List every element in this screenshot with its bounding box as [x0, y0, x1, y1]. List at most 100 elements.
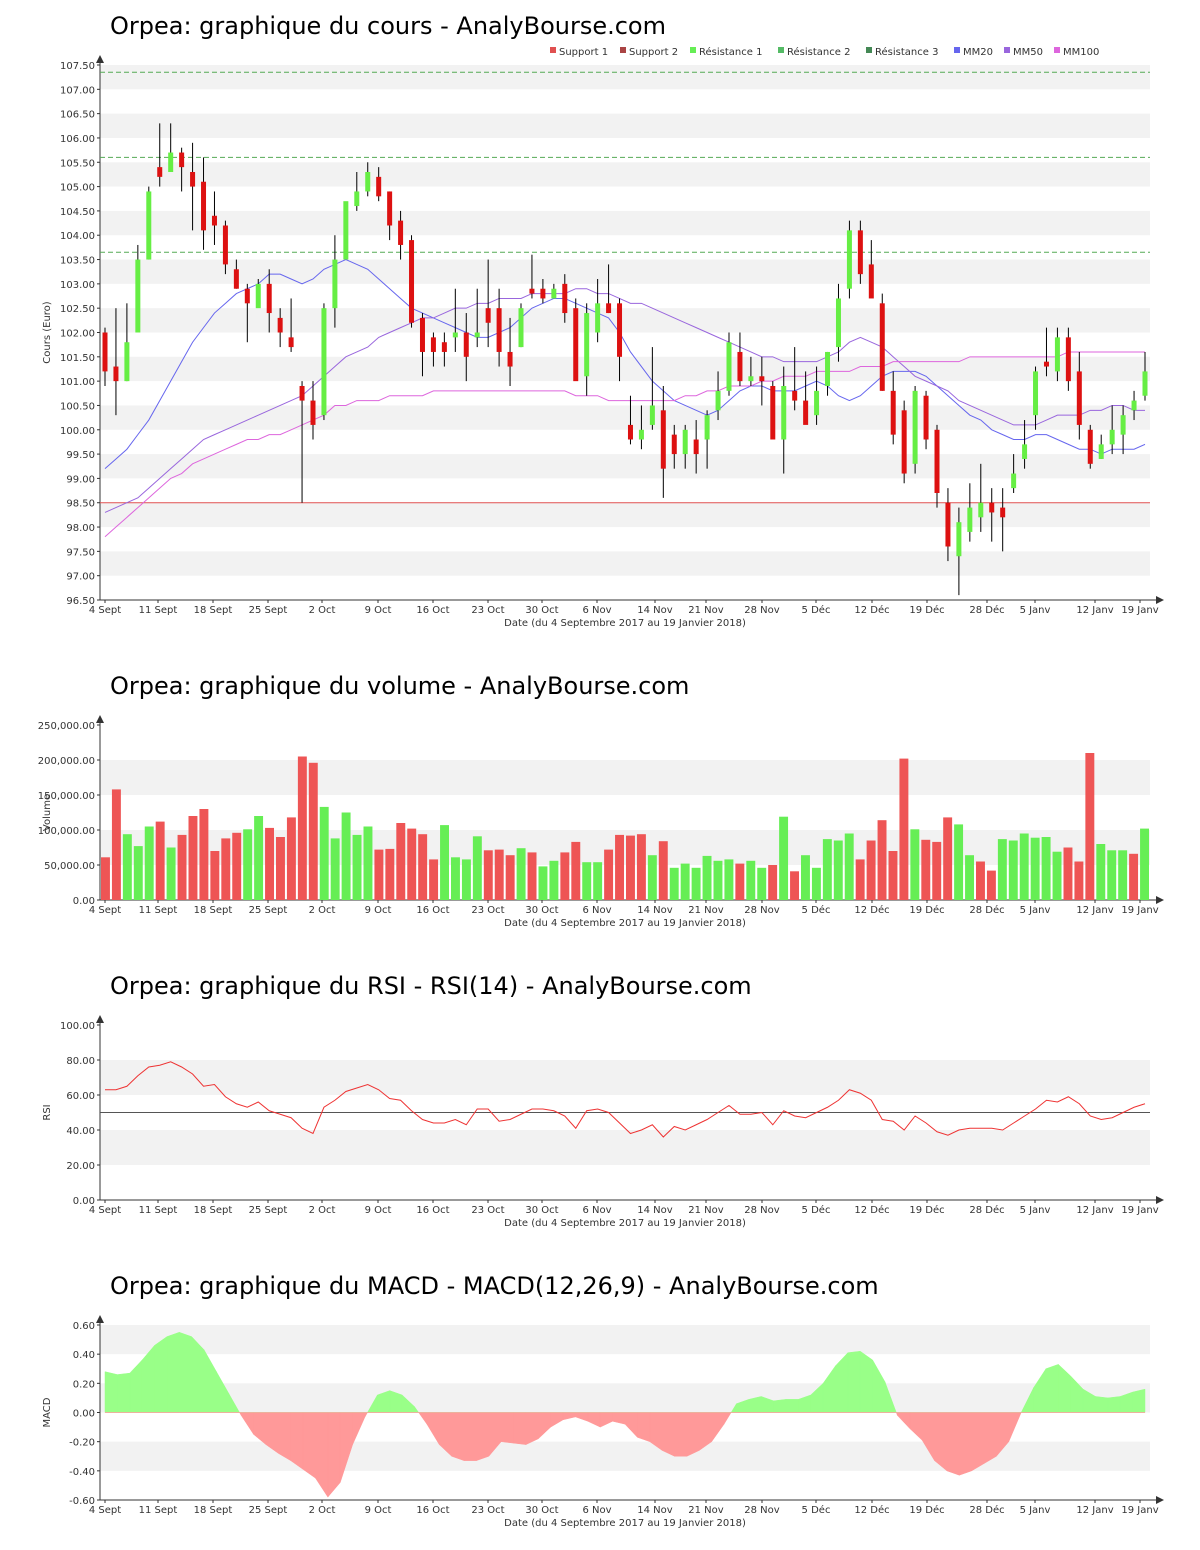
- volume-bar: [199, 809, 209, 900]
- grid-band: [100, 830, 1150, 865]
- legend-swatch: [866, 47, 872, 53]
- volume-bar: [330, 838, 340, 900]
- y-tick-label: 100,000.00: [38, 826, 95, 837]
- volume-bar: [986, 870, 996, 900]
- volume-bar: [319, 806, 329, 900]
- y-tick-label: 105.00: [60, 183, 95, 194]
- x-tick-label: 18 Sept: [194, 1205, 233, 1216]
- price-chart: Orpea: graphique du cours - AnalyBourse.…: [42, 12, 1164, 629]
- volume-bar: [910, 829, 920, 900]
- x-tick-label: 19 Janv: [1121, 1505, 1158, 1516]
- y-tick-label: 20.00: [66, 1161, 95, 1172]
- grid-band: [100, 1383, 1150, 1413]
- y-tick-label: 101.00: [60, 377, 95, 388]
- x-tick-label: 30 Oct: [525, 605, 558, 616]
- x-tick-label: 28 Déc: [969, 604, 1004, 616]
- candle-body: [430, 337, 436, 352]
- volume-bar: [571, 841, 581, 900]
- grid-band: [100, 356, 1150, 382]
- candle-body: [321, 308, 327, 416]
- volume-bar: [297, 756, 307, 900]
- y-tick-label: 101.50: [60, 353, 95, 364]
- x-tick-label: 19 Déc: [909, 604, 944, 616]
- y-tick-label: 99.00: [66, 474, 95, 485]
- x-tick-label: 25 Sept: [249, 605, 288, 616]
- candle-body: [649, 405, 655, 425]
- y-tick-label: 107.00: [60, 85, 95, 96]
- candle-body: [113, 366, 119, 382]
- volume-bar: [1107, 850, 1117, 900]
- volume-bar: [976, 861, 985, 900]
- rsi-chart: Orpea: graphique du RSI - RSI(14) - Anal…: [42, 972, 1164, 1229]
- candle-body: [901, 410, 907, 474]
- volume-bar: [385, 848, 395, 900]
- chart-title: Orpea: graphique du volume - AnalyBourse…: [110, 672, 689, 700]
- y-tick-label: 0.00: [73, 1409, 95, 1420]
- candle-body: [671, 434, 677, 455]
- volume-bar: [615, 834, 624, 900]
- volume-bar: [1074, 861, 1084, 900]
- x-tick-label: 23 Oct: [471, 1505, 504, 1516]
- grid-band: [100, 113, 1150, 138]
- y-axis-label: Volume: [42, 794, 53, 831]
- volume-bar: [440, 825, 449, 900]
- candle-body: [1142, 371, 1148, 396]
- candle-body: [124, 342, 130, 382]
- x-tick-label: 14 Nov: [637, 1505, 673, 1516]
- y-tick-label: 107.50: [60, 61, 95, 72]
- x-tick-label: 18 Sept: [194, 605, 233, 616]
- y-axis-label: Cours (Euro): [42, 301, 53, 364]
- x-axis-label: Date (du 4 Septembre 2017 au 19 Janvier …: [504, 918, 746, 929]
- volume-bar: [407, 828, 417, 900]
- y-tick-label: 102.00: [60, 329, 95, 340]
- volume-bar: [144, 826, 154, 900]
- x-tick-label: 28 Nov: [744, 605, 780, 616]
- candle-body: [201, 181, 207, 231]
- x-tick-label: 6 Nov: [582, 1505, 611, 1516]
- x-tick-label: 25 Sept: [249, 1205, 288, 1216]
- y-tick-label: 98.00: [66, 523, 95, 534]
- volume-bar: [1140, 828, 1149, 900]
- volume-bar: [538, 866, 548, 900]
- series-mm20-line: [104, 258, 1146, 470]
- x-tick-label: 16 Oct: [416, 905, 449, 916]
- volume-bar: [965, 855, 974, 900]
- y-tick-label: -0.40: [69, 1467, 95, 1478]
- candle-body: [354, 191, 360, 207]
- x-tick-label: 30 Oct: [525, 1205, 558, 1216]
- volume-bar: [166, 847, 176, 900]
- volume-bar: [232, 832, 242, 900]
- legend-swatch: [1004, 47, 1010, 53]
- x-tick-label: 12 Janv: [1076, 605, 1113, 616]
- chart-title: Orpea: graphique du RSI - RSI(14) - Anal…: [110, 972, 752, 1000]
- candle-body: [704, 415, 710, 440]
- candle-body: [1098, 444, 1104, 459]
- x-tick-label: 30 Oct: [525, 905, 558, 916]
- candle-body: [934, 429, 940, 493]
- volume-bar: [1118, 850, 1128, 900]
- candle-body: [912, 390, 918, 464]
- y-axis-arrow-icon: [96, 1315, 104, 1323]
- volume-bar: [702, 855, 712, 900]
- candle-body: [1087, 429, 1093, 464]
- x-tick-label: 12 Janv: [1076, 1505, 1113, 1516]
- y-tick-label: 105.50: [60, 158, 95, 169]
- candle-body: [452, 332, 458, 338]
- volume-bar: [560, 852, 570, 900]
- y-tick-label: -0.60: [69, 1496, 95, 1507]
- legend-swatch: [778, 47, 784, 53]
- candle-body: [1109, 429, 1115, 445]
- x-axis-arrow-icon: [1156, 596, 1164, 604]
- y-tick-label: 0.00: [73, 896, 95, 907]
- x-tick-label: 12 Déc: [854, 604, 889, 616]
- x-axis-label: Date (du 4 Septembre 2017 au 19 Janvier …: [504, 618, 746, 629]
- candle-body: [737, 351, 743, 382]
- volume-bar: [1041, 837, 1051, 900]
- x-tick-label: 11 Sept: [139, 905, 178, 916]
- grid-band: [100, 760, 1150, 795]
- x-tick-label: 9 Oct: [365, 605, 392, 616]
- grid-band: [100, 308, 1150, 333]
- x-tick-label: 25 Sept: [249, 905, 288, 916]
- candle-body: [222, 225, 228, 265]
- volume-bar: [549, 860, 559, 900]
